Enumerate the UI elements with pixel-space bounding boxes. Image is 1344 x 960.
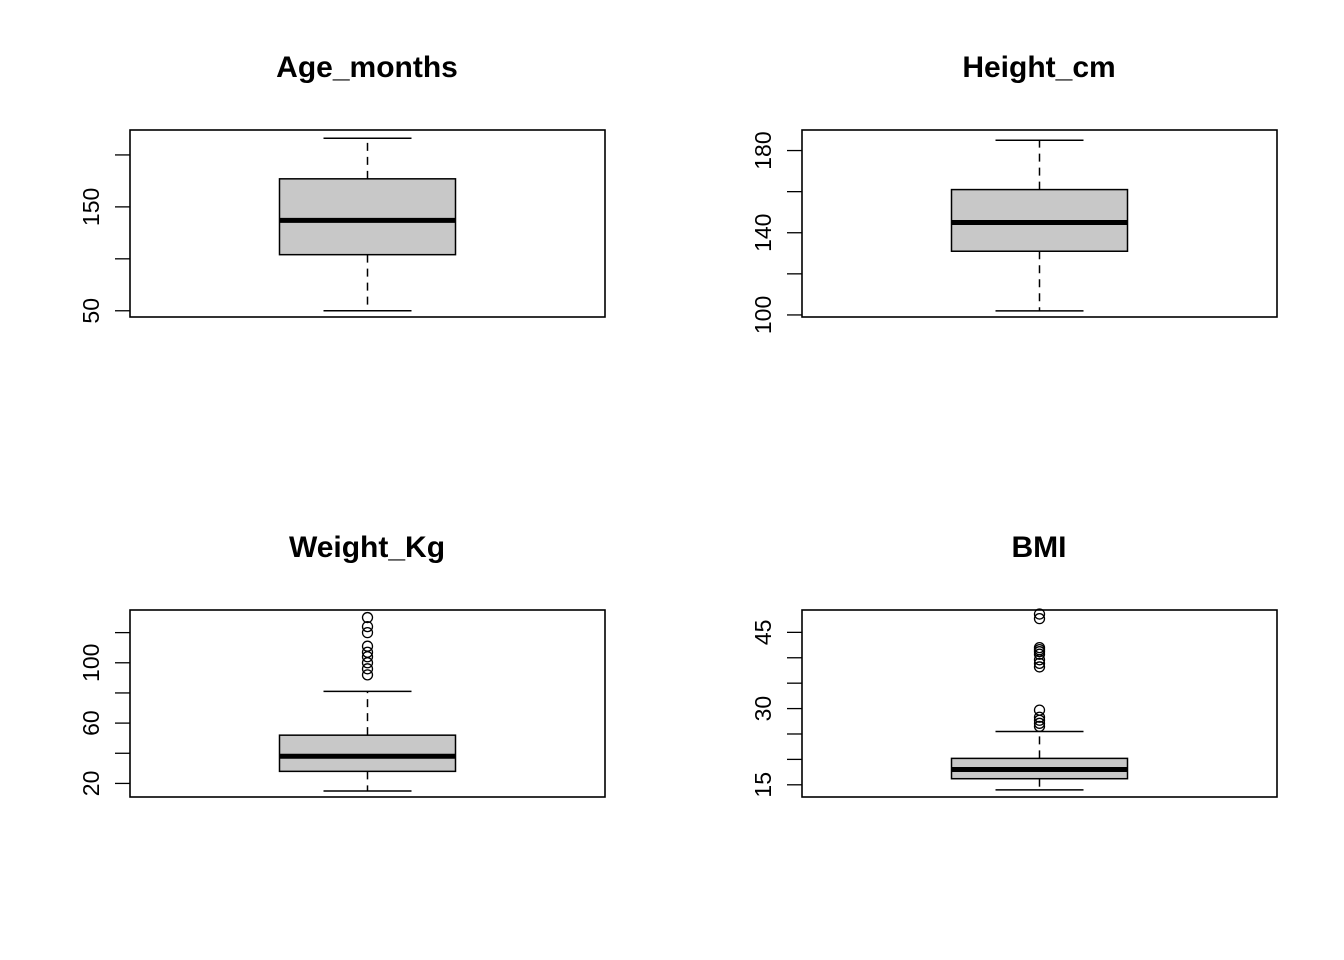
y-tick-label: 50 [78, 298, 104, 324]
outlier-point [361, 646, 374, 658]
panel-title: Age_months [276, 51, 458, 84]
outlier-point [1033, 717, 1046, 729]
plot-frame [129, 609, 606, 798]
outlier-point [1033, 641, 1046, 654]
iqr-box [278, 734, 457, 773]
outlier-point [361, 640, 374, 652]
outlier-point [1033, 704, 1046, 716]
outlier-point [1033, 720, 1046, 733]
iqr-box [278, 178, 457, 256]
panel-height-cm: Height_cm 100 140 180 [750, 51, 1278, 334]
outlier-point [1033, 657, 1046, 670]
outlier-point [1033, 608, 1046, 620]
outlier-point [361, 611, 374, 624]
y-tick-label: 60 [78, 710, 104, 736]
y-tick-label: 45 [750, 620, 776, 646]
panel-title: Height_cm [962, 51, 1115, 84]
outlier-point [1033, 661, 1046, 673]
plot-frame [129, 129, 606, 318]
outlier-point [361, 669, 374, 681]
y-tick-label: 150 [78, 188, 104, 226]
y-tick-label: 180 [750, 131, 776, 169]
y-tick-label: 15 [750, 772, 776, 798]
panel-age-months: Age_months 50 150 [78, 51, 606, 324]
plot-frame [801, 609, 1278, 798]
outlier-point [1033, 711, 1046, 723]
panel-bmi: BMI 15 30 45 [750, 531, 1278, 798]
panel-title: Weight_Kg [289, 531, 445, 564]
outlier-point [361, 663, 374, 675]
outlier-point [1033, 612, 1046, 625]
y-tick-label: 30 [750, 696, 776, 722]
plot-frame [801, 129, 1278, 318]
y-tick-label: 20 [78, 771, 104, 797]
y-tick-label: 140 [750, 214, 776, 252]
outlier-point [361, 620, 374, 633]
y-tick-label: 100 [750, 296, 776, 334]
outlier-point [361, 657, 374, 669]
outlier-point [361, 626, 374, 639]
y-tick-label: 100 [78, 644, 104, 682]
panel-weight-kg: Weight_Kg 20 60 100 [78, 531, 606, 798]
panel-title: BMI [1012, 531, 1067, 564]
